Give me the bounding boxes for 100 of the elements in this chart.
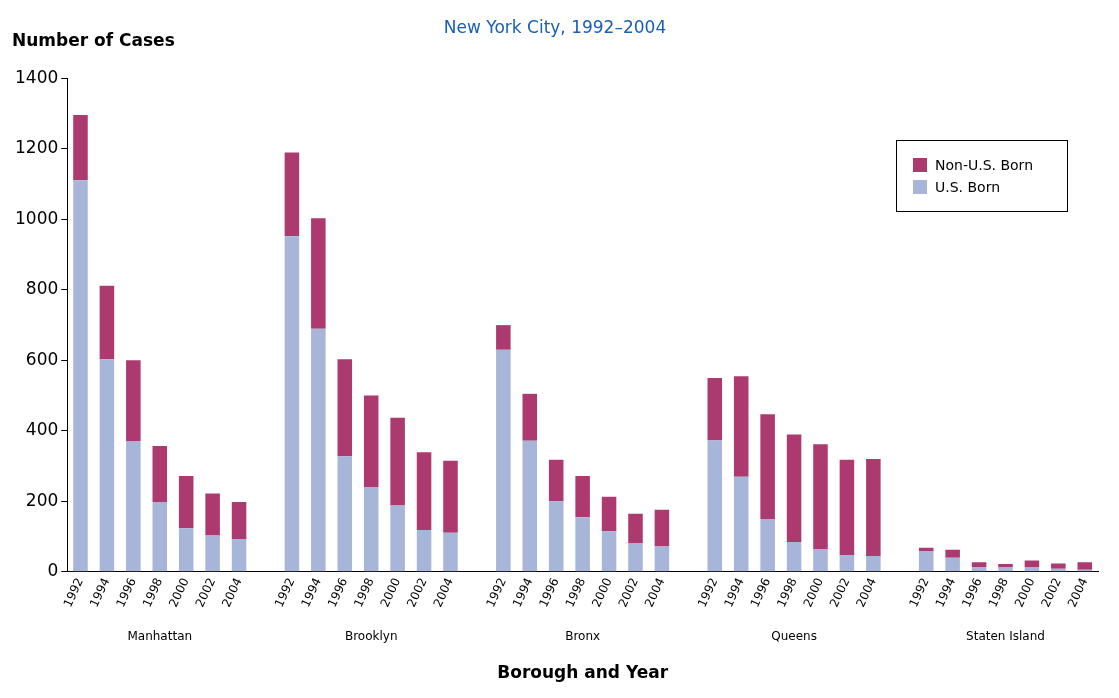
bar xyxy=(548,501,564,572)
bar xyxy=(760,518,775,572)
x-tick-label: 2000 xyxy=(377,575,404,610)
x-tick-label: 2002 xyxy=(192,575,219,610)
x-tick-label: 2002 xyxy=(1038,575,1064,610)
bar xyxy=(178,528,194,572)
bar xyxy=(839,459,855,555)
bar xyxy=(786,541,802,572)
bar xyxy=(126,441,141,572)
y-tick-label: 800 xyxy=(25,278,59,299)
bar xyxy=(654,509,670,547)
x-tick-label: 1994 xyxy=(509,575,536,610)
x-tick-label: 1996 xyxy=(536,575,562,610)
bar xyxy=(73,180,88,572)
bar xyxy=(945,557,960,572)
x-tick-label: 1992 xyxy=(483,575,509,610)
bar xyxy=(601,531,617,572)
x-tick-label: 1994 xyxy=(298,575,324,610)
bar xyxy=(575,517,590,572)
bar xyxy=(522,440,538,572)
bar xyxy=(1024,560,1040,568)
bar xyxy=(628,513,643,543)
bar xyxy=(998,566,1013,572)
x-tick-label: 2000 xyxy=(589,575,615,610)
bar xyxy=(575,475,590,518)
x-tick-label: 1992 xyxy=(60,575,87,610)
bar xyxy=(416,452,432,530)
x-tick-label: 2004 xyxy=(853,575,879,610)
chart-title: New York City, 1992–2004 xyxy=(443,16,667,37)
bar xyxy=(998,564,1013,567)
x-tick-label: 1998 xyxy=(139,575,166,610)
bar xyxy=(1077,562,1093,570)
text: Brooklyn xyxy=(344,628,398,643)
x-tick-label: 1996 xyxy=(747,575,774,610)
bar xyxy=(839,554,855,572)
y-tick-label: 0 xyxy=(47,560,59,581)
y-tick-label: 600 xyxy=(25,348,59,369)
text: Queens xyxy=(771,628,817,643)
bar xyxy=(654,546,670,572)
y-axis-title: Number of Cases xyxy=(12,30,175,51)
bar xyxy=(443,532,458,572)
bar xyxy=(866,555,881,572)
bar xyxy=(284,152,300,237)
x-tick-label: 1998 xyxy=(351,575,377,610)
x-tick-label: 2000 xyxy=(800,575,827,610)
text: Staten Island xyxy=(966,628,1045,643)
bar xyxy=(311,328,326,572)
bar xyxy=(1051,563,1066,569)
x-tick-label: 2000 xyxy=(1011,575,1038,610)
bar xyxy=(416,529,432,572)
bar xyxy=(337,359,353,457)
bar xyxy=(205,535,220,572)
x-tick-label: 2002 xyxy=(826,575,853,610)
x-tick-label: 1992 xyxy=(694,575,721,610)
bar xyxy=(707,440,723,572)
x-tick-label: 2000 xyxy=(166,575,192,610)
bar xyxy=(284,236,300,572)
x-tick-label: 1992 xyxy=(271,575,298,610)
y-tick-label: 200 xyxy=(25,489,59,510)
bar xyxy=(707,377,723,441)
bar xyxy=(443,460,458,533)
bar xyxy=(337,456,353,572)
bar xyxy=(363,486,379,572)
x-tick-label: 1992 xyxy=(906,575,932,610)
bar xyxy=(152,502,168,572)
x-tick-label: 1998 xyxy=(985,575,1012,610)
y-tick-label: 1200 xyxy=(15,137,59,158)
bar xyxy=(178,475,194,529)
bar xyxy=(971,562,987,567)
bar xyxy=(73,115,88,181)
bar xyxy=(813,444,828,549)
bar xyxy=(866,459,881,556)
bar xyxy=(205,493,220,536)
x-tick-label: 1998 xyxy=(562,575,589,610)
bar xyxy=(918,551,934,572)
bar xyxy=(390,505,405,572)
bar xyxy=(99,359,115,572)
x-tick-label: 1996 xyxy=(113,575,139,610)
bar xyxy=(628,542,643,572)
legend-label: Non-U.S. Born xyxy=(935,157,1033,173)
bar xyxy=(522,393,538,441)
x-tick-label: 1998 xyxy=(774,575,800,610)
bar xyxy=(363,395,379,487)
x-tick-label: 2002 xyxy=(404,575,430,610)
bar xyxy=(760,414,775,519)
x-tick-label: 2004 xyxy=(430,575,457,610)
y-tick-label: 400 xyxy=(25,419,59,440)
bar xyxy=(99,285,115,360)
x-tick-label: 1996 xyxy=(324,575,351,610)
x-tick-label: 1994 xyxy=(721,575,747,610)
bar xyxy=(231,502,247,540)
x-tick-label: 2004 xyxy=(1064,575,1091,610)
bar xyxy=(496,325,511,350)
legend-label: U.S. Born xyxy=(935,179,1001,195)
bar xyxy=(733,376,749,477)
x-tick-label: 1994 xyxy=(932,575,959,610)
bar xyxy=(813,548,828,572)
bar xyxy=(311,218,326,329)
y-tick-label: 1000 xyxy=(15,207,59,228)
x-tick-label: 1996 xyxy=(959,575,985,610)
